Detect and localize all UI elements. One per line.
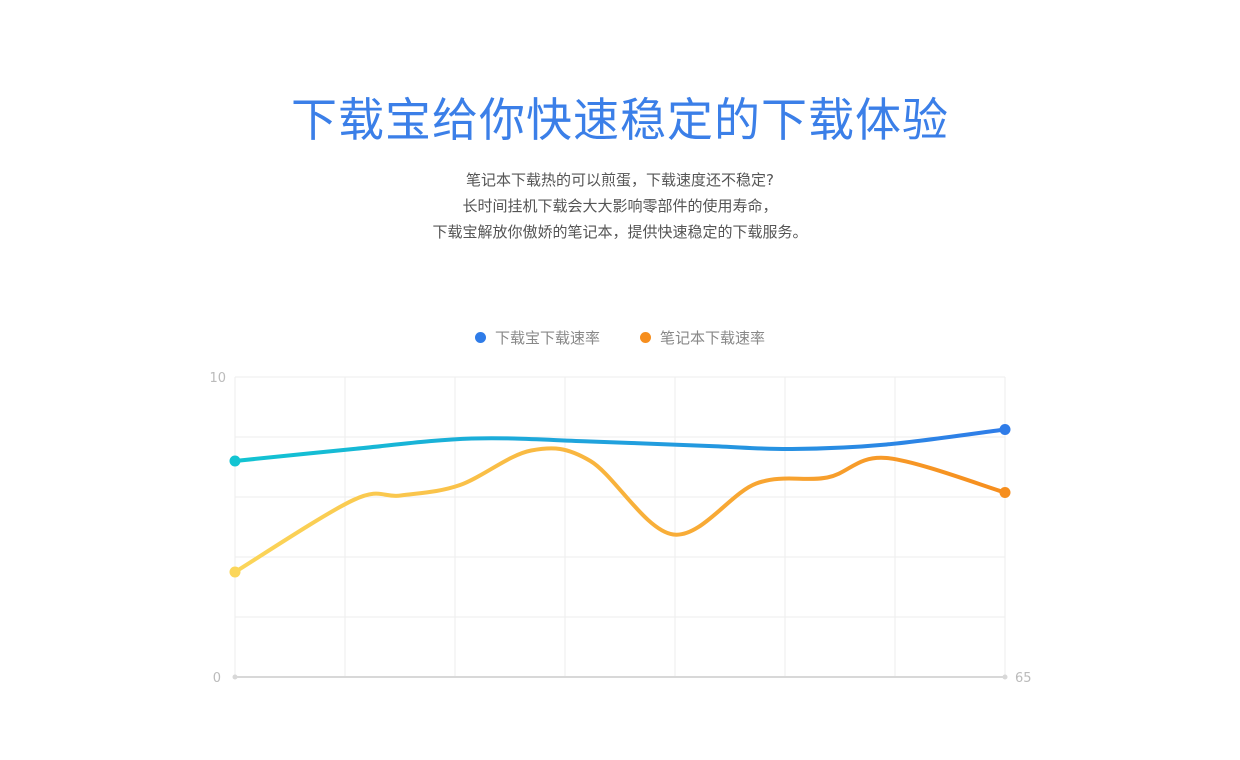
chart-legend: 下载宝下载速率 笔记本下载速率 bbox=[0, 327, 1240, 348]
legend-label: 下载宝下载速率 bbox=[494, 329, 600, 347]
hero-line-2: 长时间挂机下载会大大影响零部件的使用寿命， bbox=[462, 197, 778, 215]
legend-dot-icon bbox=[640, 332, 651, 343]
legend-dot-icon bbox=[474, 332, 486, 343]
series-line-1 bbox=[233, 427, 1007, 463]
chart-series bbox=[229, 424, 1011, 578]
legend-label: 笔记本下载速率 bbox=[660, 329, 766, 347]
chart-grid bbox=[232, 376, 1008, 680]
series-line-2 bbox=[233, 446, 1007, 574]
series-1 bbox=[229, 424, 1011, 467]
axis-ticks: 10 0 65 bbox=[209, 371, 1031, 686]
legend-item-notebook[interactable]: 笔记本下载速率 bbox=[640, 327, 765, 348]
y-tick-label-min: 0 bbox=[213, 671, 221, 686]
hero-description: 笔记本下载热的可以煎蛋，下载速度还不稳定? 长时间挂机下载会大大影响零部件的使用… bbox=[0, 167, 1240, 245]
x-axis-start-dot bbox=[232, 674, 238, 680]
series-end-point bbox=[999, 424, 1011, 435]
legend-item-xiazaibao[interactable]: 下载宝下载速率 bbox=[474, 327, 600, 348]
x-axis-end-dot bbox=[1002, 674, 1008, 680]
x-tick-label-max: 65 bbox=[1015, 671, 1032, 686]
hero-line-1: 笔记本下载热的可以煎蛋，下载速度还不稳定? bbox=[466, 171, 774, 189]
hero-line-3: 下载宝解放你傲娇的笔记本，提供快速稳定的下载服务。 bbox=[432, 223, 808, 241]
series-start-point bbox=[229, 455, 241, 467]
page-title: 下载宝给你快速稳定的下载体验 bbox=[291, 93, 949, 147]
series-end-point bbox=[999, 487, 1011, 498]
y-tick-label-max: 10 bbox=[209, 371, 226, 386]
series-2 bbox=[229, 446, 1011, 578]
series-start-point bbox=[229, 566, 241, 578]
